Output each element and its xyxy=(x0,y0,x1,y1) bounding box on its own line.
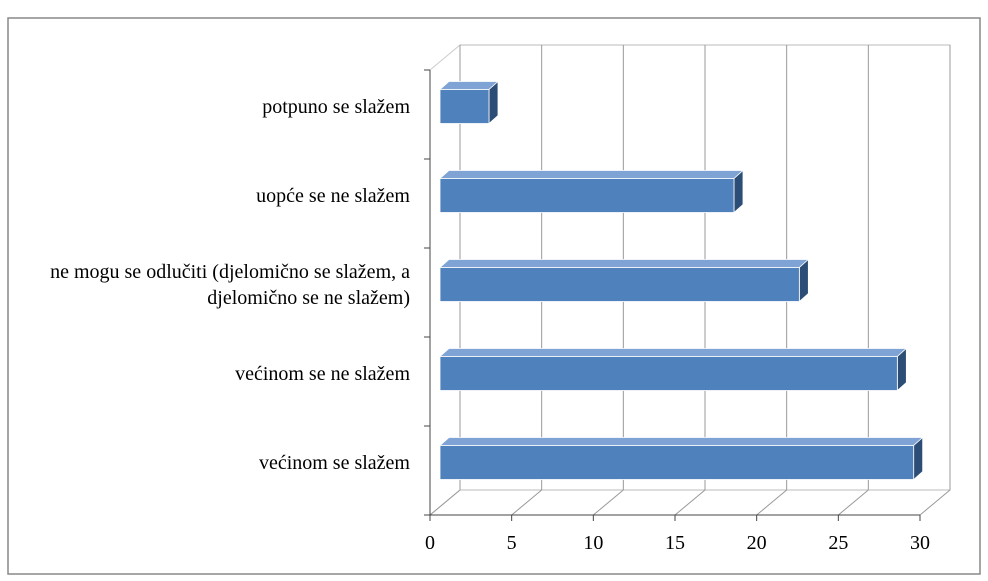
y-tick-label: većinom se ne slažem xyxy=(235,362,410,385)
floor-grid-line xyxy=(511,489,542,516)
bar-side xyxy=(896,347,907,392)
bar-top xyxy=(438,259,810,268)
bar-top xyxy=(438,437,924,446)
bar-top xyxy=(438,81,500,90)
x-tick-label: 30 xyxy=(910,532,930,554)
bar xyxy=(438,258,810,303)
x-tick-label: 20 xyxy=(747,532,767,554)
bar-side xyxy=(488,80,499,125)
floor-grid-line xyxy=(756,489,787,516)
bar-top xyxy=(438,170,745,179)
x-tick-label: 0 xyxy=(425,532,435,554)
x-tick-label: 15 xyxy=(665,532,685,554)
x-tick-label: 25 xyxy=(828,532,848,554)
y-tick-label: potpuno se slažem xyxy=(262,95,410,118)
y-tick-label: većinom se slažem xyxy=(258,451,410,474)
bar-front xyxy=(439,178,735,213)
bar-side xyxy=(733,169,744,214)
bar-front xyxy=(439,267,800,302)
bar-side xyxy=(798,258,809,303)
floor-grid-line xyxy=(429,489,461,516)
bar xyxy=(438,80,500,125)
x-tick-label: 10 xyxy=(583,532,603,554)
bar xyxy=(438,169,745,214)
chart-border xyxy=(7,17,981,575)
x-tick-label: 5 xyxy=(507,532,517,554)
bar-top xyxy=(438,348,908,357)
bar-front xyxy=(439,89,490,124)
floor-grid-line xyxy=(674,489,706,516)
bar-front xyxy=(439,356,898,391)
bar xyxy=(438,347,908,392)
y-tick-label: ne mogu se odlučiti (djelomično se slaže… xyxy=(50,260,410,309)
floor-grid-line xyxy=(593,489,624,516)
bar-front xyxy=(439,445,915,480)
floor-grid-line xyxy=(838,489,869,516)
bar-side xyxy=(913,436,924,481)
floor-grid-line xyxy=(919,489,951,516)
bar xyxy=(438,436,924,481)
y-tick-label: uopće se ne slažem xyxy=(256,184,410,207)
